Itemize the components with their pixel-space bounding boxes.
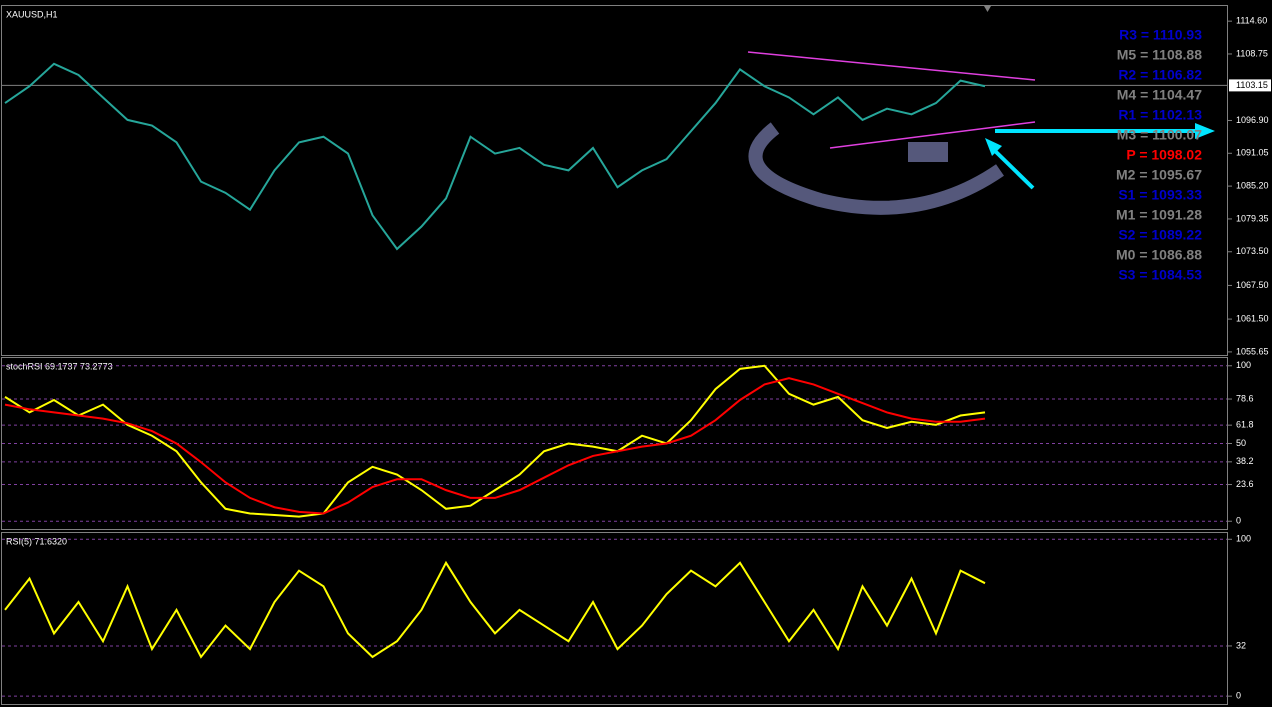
series-line — [4, 364, 986, 518]
pivot-level: M3 = 1100.07 — [1117, 127, 1202, 143]
pivot-level: S1 = 1093.33 — [1118, 187, 1202, 203]
y-tick-label: 50 — [1236, 438, 1246, 448]
pivot-level: M1 = 1091.28 — [1116, 207, 1202, 223]
arrow-head — [985, 138, 1002, 156]
y-tick-label: 100 — [1236, 360, 1251, 370]
y-tick-label: 1061.50 — [1236, 313, 1269, 323]
y-tick-label: 1091.05 — [1236, 148, 1269, 158]
price-box — [1229, 79, 1271, 92]
pivot-level: M5 = 1108.88 — [1117, 47, 1202, 63]
pivot-level: M4 = 1104.47 — [1117, 87, 1202, 103]
pivot-level: R3 = 1110.93 — [1119, 27, 1202, 43]
y-tick-label: 1096.90 — [1236, 115, 1269, 125]
trend-line — [747, 51, 1036, 81]
y-tick-label: 1073.50 — [1236, 246, 1269, 256]
pivot-level: R2 = 1106.82 — [1118, 67, 1202, 83]
arrow-head — [1195, 123, 1215, 139]
y-tick-label: 1114.60 — [1236, 16, 1267, 26]
series-line — [4, 377, 986, 515]
y-tick-label: 1055.65 — [1236, 346, 1269, 356]
pivot-level: S2 = 1089.22 — [1118, 227, 1202, 243]
price-label: 1103.15 — [1236, 80, 1268, 90]
curve-arrow — [748, 122, 1004, 215]
box — [908, 142, 948, 162]
y-tick-label: 78.6 — [1236, 393, 1254, 403]
y-tick-label: 0 — [1236, 516, 1241, 526]
pivot-level: S3 = 1084.53 — [1118, 267, 1202, 283]
rsi-panel — [1, 532, 1228, 705]
shift-marker — [984, 6, 991, 12]
y-tick-label: 1079.35 — [1236, 213, 1269, 223]
pivot-level: P = 1098.02 — [1126, 147, 1202, 163]
stoch-panel — [1, 357, 1228, 530]
panel-title: RSI(5) 71.6320 — [6, 536, 67, 546]
pivot-level: M0 = 1086.88 — [1116, 247, 1202, 263]
main-panel — [1, 5, 1228, 356]
series-line — [4, 560, 986, 659]
trend-line — [829, 121, 1036, 149]
pivot-level: R1 = 1102.13 — [1118, 107, 1202, 123]
pivot-level: M2 = 1095.67 — [1116, 167, 1202, 183]
y-tick-label: 0 — [1236, 691, 1241, 701]
y-tick-label: 32 — [1236, 640, 1246, 650]
y-tick-label: 61.8 — [1236, 420, 1254, 430]
y-tick-label: 100 — [1236, 534, 1251, 544]
panel-title: stochRSI 69.1737 73.2773 — [6, 361, 113, 371]
arrow — [990, 146, 1035, 190]
y-tick-label: 1108.75 — [1236, 48, 1268, 58]
panel-title: XAUUSD,H1 — [6, 9, 58, 19]
y-tick-label: 23.6 — [1236, 479, 1254, 489]
y-tick-label: 1067.50 — [1236, 280, 1269, 290]
y-tick-label: 38.2 — [1236, 456, 1254, 466]
y-tick-label: 1085.20 — [1236, 180, 1269, 190]
series-line — [4, 62, 986, 251]
